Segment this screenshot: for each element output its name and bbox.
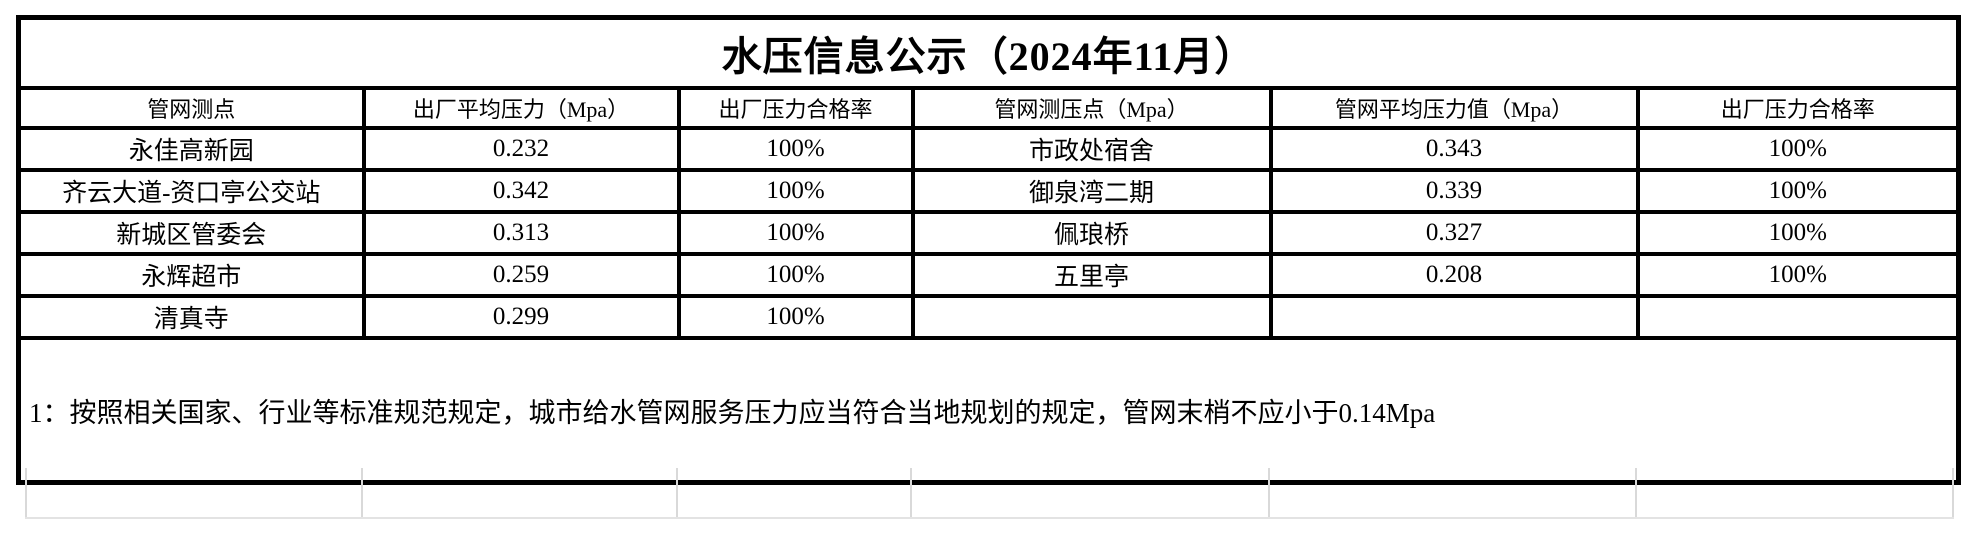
column-header[interactable]: 管网平均压力值（Mpa） xyxy=(1268,86,1640,130)
sheet-gridline-v xyxy=(361,468,363,518)
table-cell[interactable]: 100% xyxy=(1635,210,1961,256)
table-cell[interactable]: 100% xyxy=(676,294,915,340)
table-cell[interactable]: 0.342 xyxy=(361,168,681,214)
table-cell[interactable]: 市政处宿舍 xyxy=(910,126,1273,172)
note-row: 1：按照相关国家、行业等标准规范规定，城市给水管网服务压力应当符合当地规划的规定… xyxy=(16,336,1961,485)
table-cell[interactable]: 新城区管委会 xyxy=(16,210,366,256)
column-header[interactable]: 出厂压力合格率 xyxy=(676,86,915,130)
column-header[interactable]: 出厂平均压力（Mpa） xyxy=(361,86,681,130)
table-cell[interactable]: 永辉超市 xyxy=(16,252,366,298)
table-cell[interactable]: 0.327 xyxy=(1268,210,1640,256)
table-cell[interactable]: 0.232 xyxy=(361,126,681,172)
table-cell[interactable]: 0.343 xyxy=(1268,126,1640,172)
column-header[interactable]: 管网测点 xyxy=(16,86,366,130)
table-cell[interactable]: 清真寺 xyxy=(16,294,366,340)
table-cell[interactable]: 100% xyxy=(676,252,915,298)
table-cell[interactable]: 永佳高新园 xyxy=(16,126,366,172)
column-header[interactable]: 管网测压点（Mpa） xyxy=(910,86,1273,130)
table-cell[interactable]: 0.299 xyxy=(361,294,681,340)
table-cell[interactable]: 0.313 xyxy=(361,210,681,256)
table-cell[interactable] xyxy=(1635,294,1961,340)
sheet-gridline-v xyxy=(1635,468,1637,518)
table-cell[interactable]: 100% xyxy=(1635,252,1961,298)
table-row: 永佳高新园 0.232 100% 市政处宿舍 0.343 100% xyxy=(16,126,1961,172)
sheet-gridline-v xyxy=(1268,468,1270,518)
table-cell[interactable]: 佩琅桥 xyxy=(910,210,1273,256)
table-cell[interactable]: 100% xyxy=(676,210,915,256)
table-row: 新城区管委会 0.313 100% 佩琅桥 0.327 100% xyxy=(16,210,1961,256)
water-pressure-table: 水压信息公示（2024年11月） 管网测点 出厂平均压力（Mpa） 出厂压力合格率管… xyxy=(16,15,1962,485)
table-cell[interactable] xyxy=(910,294,1273,340)
sheet-gridline-v xyxy=(25,468,27,518)
table-cell[interactable]: 0.339 xyxy=(1268,168,1640,214)
table-cell[interactable]: 0.259 xyxy=(361,252,681,298)
table-cell[interactable]: 100% xyxy=(676,126,915,172)
table-header-row: 管网测点 出厂平均压力（Mpa） 出厂压力合格率 管网测压点（Mpa） 管网平均压力值（… xyxy=(16,86,1961,130)
sheet-gridline-v xyxy=(1952,468,1954,518)
title-row: 水压信息公示（2024年11月） xyxy=(16,15,1961,90)
table-cell[interactable]: 齐云大道-资口亭公交站 xyxy=(16,168,366,214)
table-cell[interactable]: 100% xyxy=(1635,168,1961,214)
page-title[interactable]: 水压信息公示（2024年11月） xyxy=(16,15,1961,90)
table-row: 永辉超市 0.259 100% 五里亭 0.208 100% xyxy=(16,252,1961,298)
sheet-gridline-v xyxy=(910,468,912,518)
table-cell[interactable]: 御泉湾二期 xyxy=(910,168,1273,214)
table-cell[interactable]: 100% xyxy=(1635,126,1961,172)
table-row: 清真寺 0.299 100% xyxy=(16,294,1961,340)
table-cell[interactable]: 0.208 xyxy=(1268,252,1640,298)
column-header[interactable]: 出厂压力合格率 xyxy=(1635,86,1961,130)
table-cell[interactable]: 五里亭 xyxy=(910,252,1273,298)
table-cell[interactable] xyxy=(1268,294,1640,340)
table-row: 齐云大道-资口亭公交站 0.342 100% 御泉湾二期 0.339 100% xyxy=(16,168,1961,214)
sheet-gridline-v xyxy=(676,468,678,518)
table-cell[interactable]: 100% xyxy=(676,168,915,214)
footnote-cell[interactable]: 1：按照相关国家、行业等标准规范规定，城市给水管网服务压力应当符合当地规划的规定… xyxy=(16,336,1961,485)
sheet-gridline-h xyxy=(25,517,1954,519)
